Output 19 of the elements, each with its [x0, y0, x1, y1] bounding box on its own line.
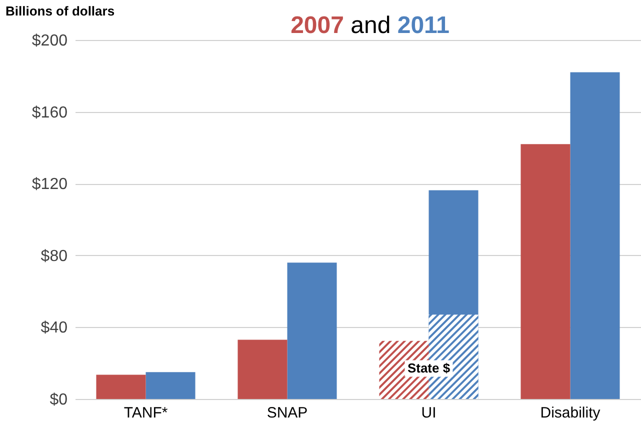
chart-title: 2007 and 2011 — [290, 12, 450, 39]
y-axis-title: Billions of dollars — [6, 4, 115, 18]
y-tick-label: $40 — [40, 320, 68, 337]
bar — [146, 372, 196, 399]
bar — [287, 262, 337, 399]
y-tick-label: $120 — [32, 176, 68, 194]
x-tick-label: TANF* — [124, 404, 168, 422]
annotation: State $ — [407, 360, 451, 376]
y-tick-label: $80 — [40, 248, 68, 265]
bar — [96, 374, 146, 399]
x-tick-label: Disability — [540, 404, 601, 422]
bar — [520, 144, 570, 399]
y-tick-label: $200 — [32, 32, 68, 50]
x-tick-label: UI — [421, 404, 436, 422]
y-tick-label: $160 — [32, 104, 68, 122]
y-tick-label: $0 — [50, 392, 68, 408]
x-tick-label: SNAP — [266, 404, 308, 422]
bar — [570, 72, 620, 399]
bar — [238, 340, 288, 399]
